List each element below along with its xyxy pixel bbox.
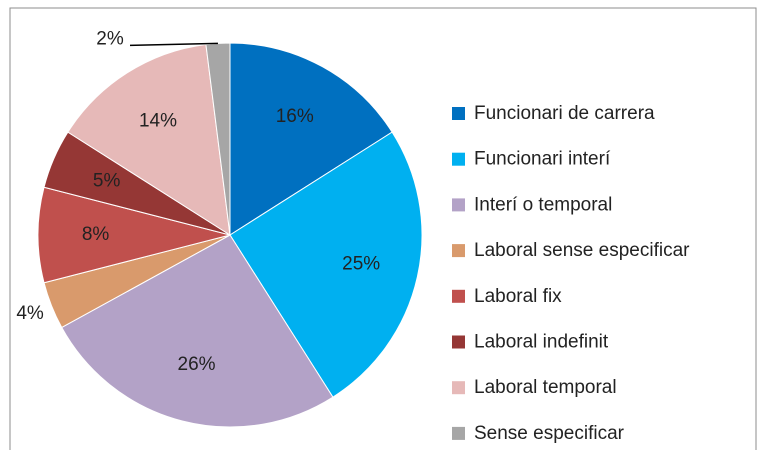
- legend-label: Sense especificar: [474, 423, 625, 444]
- pie-slice: [229, 42, 393, 236]
- leader-line: [129, 42, 218, 47]
- data-label: 25%: [342, 253, 380, 274]
- legend-label: Funcionari interí: [474, 149, 611, 170]
- pie-slice: [37, 186, 231, 284]
- pie-slice: [61, 234, 334, 428]
- pie-slice: [67, 43, 231, 236]
- legend-label: Interí o temporal: [474, 194, 612, 215]
- legend-swatch: [452, 198, 465, 212]
- legend-swatch: [452, 244, 465, 258]
- data-label: 8%: [82, 224, 110, 245]
- legend-swatch: [452, 426, 465, 440]
- data-label: 5%: [93, 171, 121, 192]
- legend-swatch: [452, 107, 465, 120]
- legend-swatch: [452, 335, 465, 349]
- legend-swatch: [452, 152, 465, 166]
- legend-label: Laboral temporal: [474, 377, 617, 398]
- data-label: 16%: [276, 106, 314, 127]
- legend-swatch: [452, 289, 465, 303]
- data-label: 2%: [96, 28, 124, 49]
- data-label: 14%: [139, 111, 177, 132]
- pie-slice: [229, 131, 423, 398]
- legend-label: Laboral indefinit: [474, 332, 609, 353]
- legend-swatch: [452, 381, 465, 395]
- legend-label: Funcionari de carrera: [474, 103, 655, 124]
- legend-label: Laboral fix: [474, 286, 562, 307]
- legend-label: Laboral sense especificar: [474, 240, 690, 261]
- data-label: 26%: [178, 354, 216, 375]
- data-label: 4%: [16, 303, 44, 324]
